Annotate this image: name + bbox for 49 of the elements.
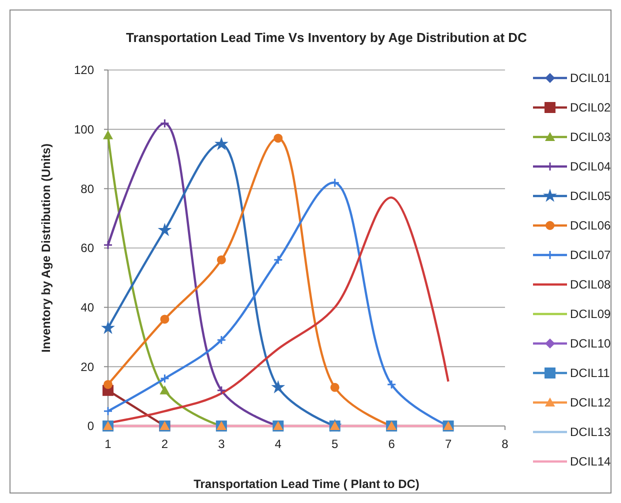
legend-label: DCIL13: [570, 425, 612, 440]
point: [274, 134, 283, 143]
x-tick-label: 1: [104, 437, 112, 451]
y-tick-label: 20: [80, 360, 94, 374]
point: [330, 382, 340, 392]
point: [160, 118, 170, 128]
legend-label: DCIL12: [570, 396, 612, 410]
point: [160, 374, 170, 384]
legend-label: DCIL01: [570, 71, 612, 86]
legend-label: DCIL07: [570, 248, 612, 262]
legend-label: DCIL03: [570, 130, 612, 144]
y-tick-label: 0: [87, 419, 94, 434]
y-tick-label: 60: [80, 241, 94, 256]
point: [271, 380, 286, 394]
x-tick-label: 7: [444, 437, 452, 451]
legend-label: DCIL08: [570, 278, 612, 292]
x-tick-label: 8: [502, 437, 509, 451]
point: [273, 255, 283, 265]
legend-label: DCIL10: [570, 336, 612, 351]
y-tick-label: 80: [80, 182, 94, 196]
point: [101, 320, 115, 334]
x-tick-label: 3: [218, 437, 226, 451]
legend-label: DCIL05: [570, 189, 612, 204]
legend-label: DCIL04: [570, 160, 612, 174]
y-tick-label: 100: [74, 122, 94, 137]
point: [103, 240, 113, 250]
point: [158, 222, 172, 236]
x-axis-title: Transportation Lead Time ( Plant to DC): [194, 477, 420, 491]
point: [160, 314, 170, 324]
point: [216, 255, 226, 264]
y-tick-label: 40: [80, 300, 94, 315]
y-tick-label: 120: [74, 63, 94, 78]
point: [216, 386, 226, 396]
legend-label: DCIL11: [570, 366, 610, 380]
point: [104, 380, 112, 389]
x-tick-label: 2: [161, 437, 168, 451]
legend-label: DCIL02: [570, 100, 612, 115]
point: [216, 335, 226, 345]
legend-label: DCIL09: [570, 307, 612, 322]
x-tick-label: 6: [388, 437, 396, 451]
point: [214, 136, 228, 150]
point: [386, 380, 396, 390]
point: [103, 406, 113, 416]
y-axis-title: Inventory by Age Distribution (Units): [39, 144, 53, 352]
x-tick-label: 4: [274, 437, 282, 451]
x-tick-label: 5: [332, 437, 339, 451]
legend-label: DCIL06: [570, 218, 612, 233]
chart-title: Transportation Lead Time Vs Inventory by Age Distribution at DC: [126, 30, 528, 45]
legend-label: DCIL14: [570, 454, 612, 469]
